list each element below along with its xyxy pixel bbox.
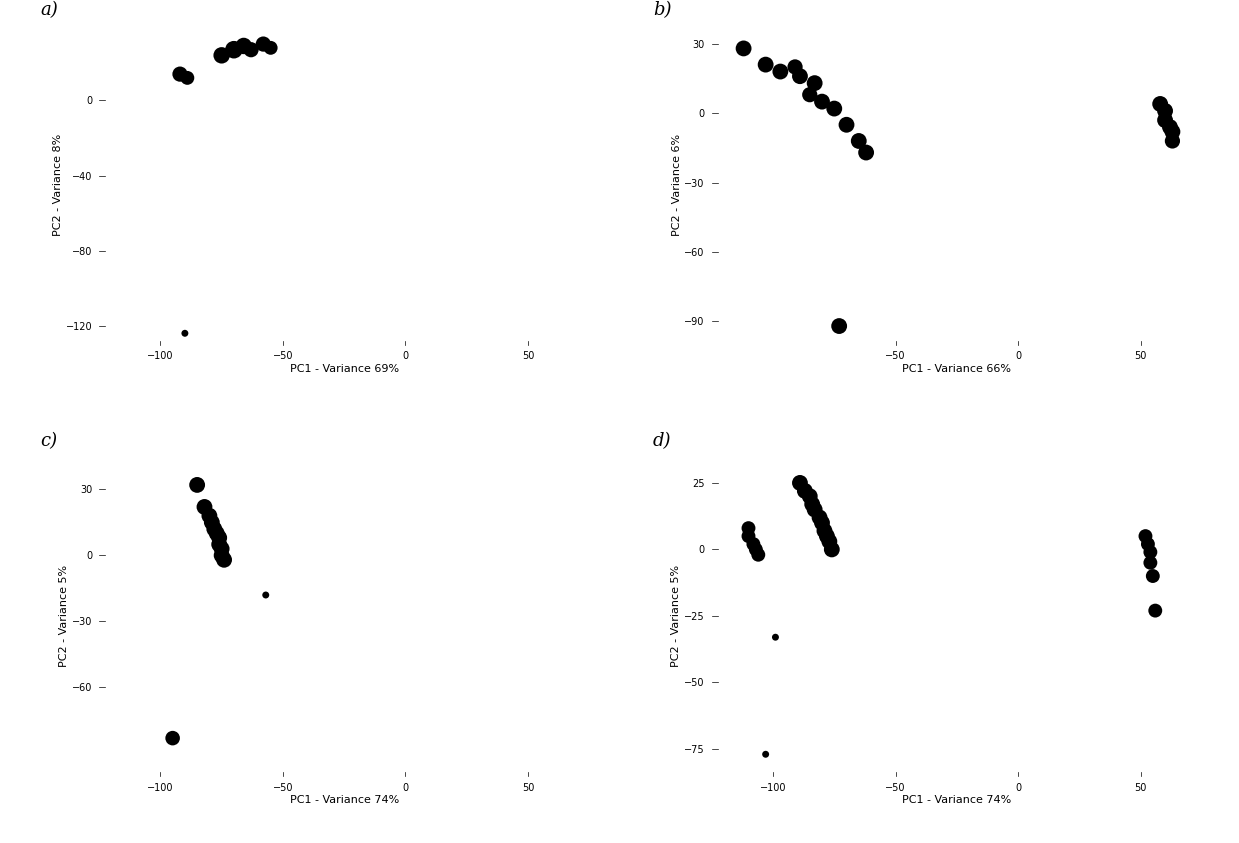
Point	[795, 484, 815, 497]
Point	[800, 88, 820, 101]
Point	[817, 529, 836, 543]
X-axis label: PC1 - Variance 74%: PC1 - Variance 74%	[902, 795, 1011, 805]
Point	[255, 588, 275, 602]
Point	[212, 542, 232, 556]
Point	[756, 58, 776, 72]
Point	[1150, 97, 1170, 110]
Point	[786, 60, 805, 73]
Point	[819, 534, 839, 548]
Point	[756, 748, 776, 761]
Point	[1155, 114, 1175, 127]
Point	[1140, 556, 1160, 570]
X-axis label: PC1 - Variance 69%: PC1 - Variance 69%	[290, 364, 399, 374]
Point	[746, 543, 766, 556]
Point	[199, 509, 219, 523]
Point	[1136, 529, 1156, 543]
Point	[207, 527, 227, 540]
Point	[212, 549, 232, 562]
Point	[1160, 121, 1180, 134]
Point	[738, 529, 758, 543]
Point	[260, 41, 280, 55]
Point	[242, 43, 261, 56]
Point	[1140, 545, 1160, 559]
Point	[771, 65, 790, 78]
Point	[812, 516, 831, 529]
Point	[214, 553, 234, 566]
Y-axis label: PC2 - Variance 6%: PC2 - Variance 6%	[672, 134, 681, 236]
Y-axis label: PC2 - Variance 5%: PC2 - Variance 5%	[672, 565, 681, 667]
Point	[234, 40, 254, 53]
Point	[856, 146, 876, 159]
Text: c): c)	[41, 432, 57, 450]
Point	[803, 497, 823, 511]
Point	[175, 326, 195, 340]
Point	[212, 49, 232, 62]
Point	[748, 548, 768, 561]
Point	[821, 543, 841, 556]
Point	[209, 531, 229, 545]
Point	[254, 37, 274, 51]
Point	[790, 69, 810, 83]
Point	[1145, 604, 1165, 617]
Point	[1162, 134, 1182, 148]
Point	[733, 41, 753, 55]
Point	[812, 95, 831, 109]
Point	[849, 134, 869, 148]
X-axis label: PC1 - Variance 74%: PC1 - Variance 74%	[290, 795, 399, 805]
Point	[814, 524, 834, 538]
Point	[800, 490, 820, 503]
Point	[195, 500, 214, 513]
Y-axis label: PC2 - Variance 8%: PC2 - Variance 8%	[53, 134, 63, 236]
Point	[743, 537, 763, 550]
Point	[204, 522, 224, 535]
Point	[177, 71, 197, 84]
Point	[738, 521, 758, 534]
Point	[202, 516, 222, 529]
Point	[162, 732, 182, 745]
Point	[836, 118, 856, 132]
Text: b): b)	[653, 1, 672, 19]
Point	[824, 102, 844, 115]
Point	[805, 502, 825, 516]
Point	[829, 319, 849, 333]
X-axis label: PC1 - Variance 66%: PC1 - Variance 66%	[902, 364, 1011, 374]
Point	[805, 77, 825, 90]
Text: d): d)	[653, 432, 672, 450]
Point	[1137, 537, 1157, 550]
Point	[170, 67, 190, 81]
Point	[809, 511, 829, 524]
Point	[1162, 125, 1182, 138]
Point	[1155, 105, 1175, 118]
Point	[187, 478, 207, 491]
Y-axis label: PC2 - Variance 5%: PC2 - Variance 5%	[59, 565, 69, 667]
Point	[766, 631, 786, 644]
Text: a): a)	[41, 1, 58, 19]
Point	[790, 476, 810, 490]
Point	[224, 43, 244, 56]
Point	[1142, 569, 1162, 583]
Point	[209, 538, 229, 551]
